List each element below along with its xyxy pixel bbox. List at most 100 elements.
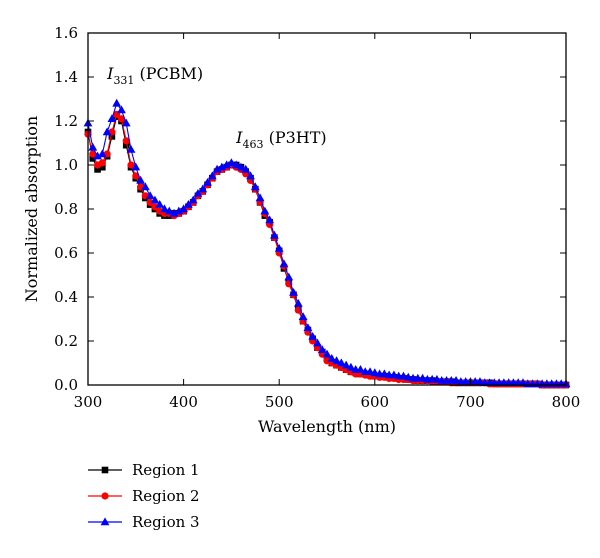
point-region-3-440 <box>217 162 227 171</box>
point-region-3-540 <box>313 338 322 347</box>
x-tick-label-700: 700 <box>456 393 485 411</box>
point-region-3-570 <box>341 360 351 369</box>
point-region-2-370 <box>151 203 159 211</box>
legend-label-region-2: Region 2 <box>132 487 200 505</box>
x-tick-label-800: 800 <box>552 393 581 411</box>
point-region-3-490 <box>265 215 275 224</box>
legend-label-region-1: Region 1 <box>132 461 200 479</box>
point-region-3-405 <box>183 200 193 208</box>
point-region-3-315 <box>97 149 107 158</box>
point-region-3-460 <box>236 162 246 171</box>
point-region-3-445 <box>222 160 232 169</box>
annotation-pcbm-text: (PCBM) <box>134 64 203 83</box>
point-region-3-365 <box>145 191 155 199</box>
x-tick-label-500: 500 <box>265 393 294 411</box>
point-region-3-430 <box>207 171 217 180</box>
point-region-3-400 <box>179 204 188 213</box>
x-tick-label-300: 300 <box>74 393 103 411</box>
y-tick-label-1: 0.2 <box>54 332 78 350</box>
point-region-3-495 <box>270 230 279 239</box>
point-region-3-545 <box>317 345 327 353</box>
legend-items <box>88 466 122 526</box>
point-region-3-350 <box>131 162 141 171</box>
point-region-3-525 <box>298 312 308 320</box>
point-region-1-305 <box>89 155 97 162</box>
point-region-3-410 <box>188 195 198 204</box>
point-region-3-470 <box>246 171 255 180</box>
point-region-3-325 <box>107 114 117 122</box>
x-axis-label: Wavelength (nm) <box>258 417 396 436</box>
point-region-3-375 <box>155 200 165 208</box>
annotation-p3ht-text: (P3HT) <box>264 128 327 147</box>
point-region-1-325 <box>108 133 116 140</box>
point-region-2-335 <box>117 115 126 123</box>
legend-label-region-3: Region 3 <box>132 513 200 531</box>
series-region-3 <box>83 98 571 388</box>
legend: Region 1 Region 2 Region 3 <box>88 461 200 531</box>
point-region-3-330 <box>112 98 122 107</box>
y-tick-label-0: 0.0 <box>54 376 78 394</box>
point-region-3-530 <box>303 323 313 331</box>
point-region-3-505 <box>279 259 289 268</box>
point-region-3-390 <box>169 208 179 217</box>
y-tick-label-2: 0.4 <box>54 288 78 306</box>
point-region-3-380 <box>160 204 169 213</box>
y-axis-label: Normalized absorption <box>22 116 41 302</box>
x-tick-label-600: 600 <box>360 393 389 411</box>
point-region-3-510 <box>284 272 294 281</box>
point-region-3-355 <box>136 175 145 184</box>
legend-marker-region-1 <box>101 466 109 474</box>
series-line-region-1 <box>87 115 566 386</box>
point-region-1-340 <box>122 141 130 149</box>
point-region-3-360 <box>140 182 150 191</box>
point-region-2-350 <box>132 172 140 180</box>
point-region-3-345 <box>126 145 136 153</box>
point-region-3-465 <box>241 164 251 173</box>
series-region-1 <box>84 113 570 389</box>
series-line-region-3 <box>87 102 566 385</box>
point-region-3-535 <box>308 332 318 340</box>
point-region-3-415 <box>193 189 203 197</box>
y-tick-label-3: 0.6 <box>54 244 78 262</box>
y-tick-label-5: 1.0 <box>54 156 78 174</box>
point-region-2-305 <box>89 150 97 158</box>
point-region-3-555 <box>327 354 337 362</box>
point-region-3-485 <box>260 206 270 215</box>
y-tick-label-7: 1.4 <box>54 68 78 86</box>
point-region-3-395 <box>174 206 184 215</box>
point-region-3-550 <box>322 349 332 358</box>
annotation-pcbm-subscript: 331 <box>113 74 134 87</box>
point-region-3-370 <box>150 195 160 204</box>
annotation-pcbm-peak: I331 (PCBM) <box>106 64 203 87</box>
legend-marker-region-3 <box>100 517 110 526</box>
point-region-3-455 <box>231 160 241 169</box>
point-region-3-575 <box>346 362 356 371</box>
point-region-1-310 <box>94 166 101 173</box>
point-region-3-520 <box>293 299 303 307</box>
x-tick-label-400: 400 <box>169 393 198 411</box>
annotation-pcbm-symbol: I <box>106 64 114 83</box>
point-region-3-310 <box>93 151 102 160</box>
axis-ticks: 300 400 500 600 700 800 0.0 0.2 0.4 0.6 0.8 1.0 1.2 1… <box>54 24 580 411</box>
y-tick-label-4: 0.8 <box>54 200 78 218</box>
legend-marker-region-2 <box>101 492 109 500</box>
point-region-3-335 <box>117 105 126 114</box>
y-tick-label-8: 1.6 <box>54 24 78 42</box>
series-line-region-2 <box>87 113 566 386</box>
annotation-p3ht-symbol: I <box>235 128 243 147</box>
series-layer <box>83 98 571 389</box>
point-region-2-365 <box>146 198 154 206</box>
point-region-3-425 <box>203 178 212 186</box>
point-region-2-340 <box>122 137 130 145</box>
annotation-p3ht-subscript: 463 <box>243 138 264 151</box>
annotations: I331 (PCBM) I463 (P3HT) <box>106 64 327 151</box>
y-tick-label-6: 1.2 <box>54 112 78 130</box>
point-region-1-315 <box>99 163 106 171</box>
point-region-3-340 <box>121 118 131 127</box>
point-region-3-450 <box>227 158 236 166</box>
point-region-3-480 <box>255 193 265 202</box>
point-region-3-305 <box>88 142 98 151</box>
point-region-3-320 <box>102 127 112 136</box>
point-region-3-435 <box>212 164 222 173</box>
